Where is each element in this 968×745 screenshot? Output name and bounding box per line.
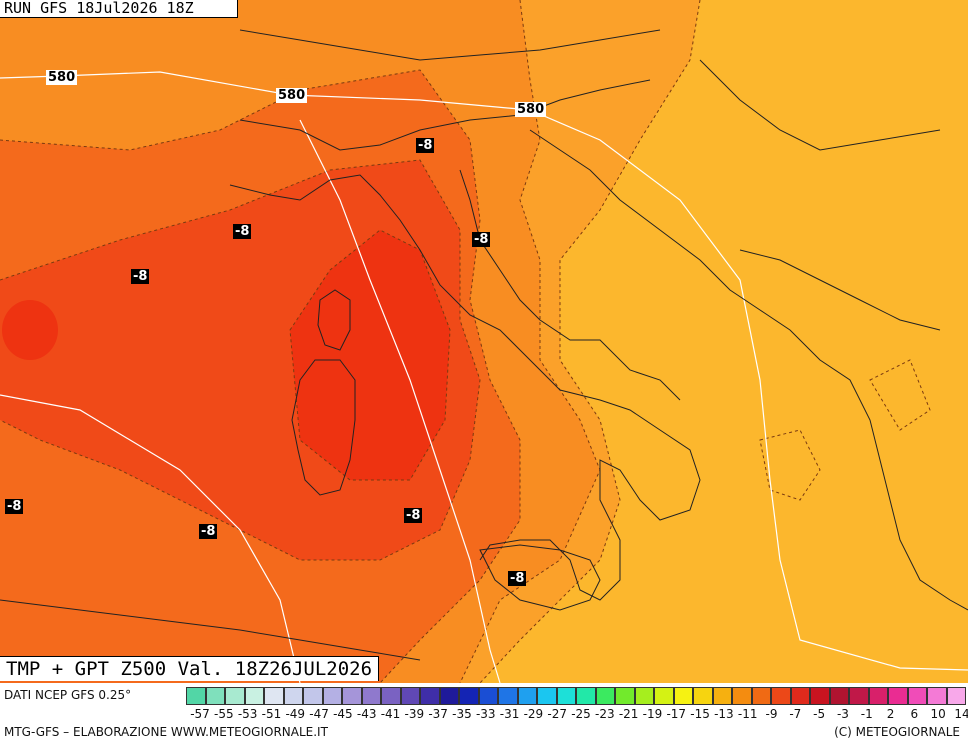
colorbar-tick-label: -11 [737, 707, 758, 721]
colorbar-tick-label: -37 [428, 707, 448, 721]
colorbar-tick-label: -31 [499, 707, 520, 721]
coastlines [0, 29, 968, 661]
temp-contour-label: -8 [233, 224, 252, 239]
colorbar-swatch [459, 687, 479, 705]
colorbar-tick-label: -5 [813, 707, 826, 721]
temperature-field-very-warm-west [2, 300, 58, 360]
colorbar-swatch [205, 687, 225, 705]
colorbar-swatch [322, 687, 342, 705]
colorbar-swatch [732, 687, 752, 705]
colorbar-tick-label: -41 [380, 707, 401, 721]
temp-contour-label: -8 [5, 499, 24, 514]
colorbar-swatch [283, 687, 303, 705]
colorbar-tick-label: -25 [571, 707, 591, 721]
legend-footer: DATI NCEP GFS 0.25° -57 -55 -53 -51 -49 -47 -4… [0, 683, 968, 745]
colorbar-swatch [498, 687, 518, 705]
colorbar-tick-label: -57 [190, 707, 210, 721]
colorbar-swatch [556, 687, 576, 705]
data-source-label: DATI NCEP GFS 0.25° [4, 688, 132, 702]
colorbar-swatch [907, 687, 927, 705]
temp-contour-label: -8 [404, 508, 423, 523]
colorbar-swatch [381, 687, 401, 705]
colorbar-tick-label: -19 [642, 707, 663, 721]
colorbar-swatch [186, 687, 206, 705]
weather-map: RUN GFS 18Jul2026 18Z 580 580 580 -8 -8 … [0, 0, 968, 683]
isotherm-contours [0, 0, 931, 683]
colorbar-tick-label: -23 [595, 707, 615, 721]
colorbar-tick-label: -39 [404, 707, 425, 721]
colorbar-swatch [810, 687, 830, 705]
colorbar-tick-label: -9 [765, 707, 778, 721]
colorbar-swatch [478, 687, 498, 705]
colorbar-swatch [342, 687, 362, 705]
colorbar-swatch [927, 687, 947, 705]
colorbar-swatch [595, 687, 615, 705]
colorbar-swatch [225, 687, 245, 705]
credit-left: MTG-GFS – ELABORAZIONE WWW.METEOGIORNALE… [4, 725, 328, 739]
colorbar-swatch [303, 687, 323, 705]
colorbar-swatch [244, 687, 264, 705]
colorbar-swatch [420, 687, 440, 705]
colorbar-tick-label: -17 [666, 707, 687, 721]
map-title: TMP + GPT Z500 Val. 18Z26JUL2026 [0, 656, 380, 681]
temp-contour-label: -8 [508, 571, 527, 586]
colorbar-tick-label: -1 [860, 707, 873, 721]
gpt-contour-label: 580 [515, 102, 547, 117]
temp-contour-label: -8 [416, 138, 435, 153]
colorbar-tick-label: -33 [475, 707, 496, 721]
colorbar-swatch [888, 687, 908, 705]
colorbar-swatch [673, 687, 693, 705]
colorbar-swatch [693, 687, 713, 705]
colorbar-tick-label: -21 [618, 707, 639, 721]
colorbar-tick-label: -43 [356, 707, 377, 721]
colorbar-tick-label: -49 [285, 707, 306, 721]
colorbar-tick-label: -55 [214, 707, 234, 721]
colorbar-swatch [615, 687, 635, 705]
colorbar-tick-label: -45 [333, 707, 353, 721]
colorbar-swatch [849, 687, 869, 705]
gpt-contour-label: 580 [46, 70, 78, 85]
colorbar-swatch [946, 687, 966, 705]
temperature-colorbar [186, 687, 966, 705]
geopotential-contours [0, 71, 968, 683]
colorbar-tick-label: -15 [690, 707, 710, 721]
colorbar-swatch [654, 687, 674, 705]
gpt-contour-label: 580 [276, 88, 308, 103]
colorbar-swatch [400, 687, 420, 705]
colorbar-tick-label: 6 [910, 707, 919, 721]
colorbar-tick-label: -13 [714, 707, 734, 721]
colorbar-tick-label: -53 [237, 707, 258, 721]
colorbar-tick-label: -27 [547, 707, 567, 721]
colorbar-swatch [361, 687, 381, 705]
colorbar-swatch [576, 687, 596, 705]
temperature-field-very-warm [290, 230, 450, 480]
colorbar-tick-label: -51 [261, 707, 282, 721]
temp-contour-label: -8 [472, 232, 491, 247]
colorbar-tick-label: -47 [309, 707, 329, 721]
colorbar-swatch [537, 687, 557, 705]
colorbar-swatch [517, 687, 537, 705]
colorbar-swatch [751, 687, 771, 705]
colorbar-swatch [712, 687, 732, 705]
colorbar-tick-label: 10 [930, 707, 946, 721]
colorbar-swatch [829, 687, 849, 705]
colorbar-tick-label: -35 [452, 707, 472, 721]
colorbar-tick-label: -7 [789, 707, 802, 721]
colorbar-swatch [790, 687, 810, 705]
colorbar-swatch [634, 687, 654, 705]
run-label: RUN GFS 18Jul2026 18Z [0, 0, 238, 18]
colorbar-swatch [771, 687, 791, 705]
colorbar-swatch [439, 687, 459, 705]
colorbar-swatch [264, 687, 284, 705]
colorbar-tick-label: 14 [954, 707, 968, 721]
colorbar-swatch [868, 687, 888, 705]
map-canvas [0, 0, 968, 683]
temp-contour-label: -8 [199, 524, 218, 539]
credit-right: (C) METEOGIORNALE [834, 725, 960, 739]
colorbar-tick-label: 2 [886, 707, 895, 721]
colorbar-tick-label: -29 [523, 707, 544, 721]
temp-contour-label: -8 [131, 269, 150, 284]
colorbar-tick-label: -3 [836, 707, 849, 721]
